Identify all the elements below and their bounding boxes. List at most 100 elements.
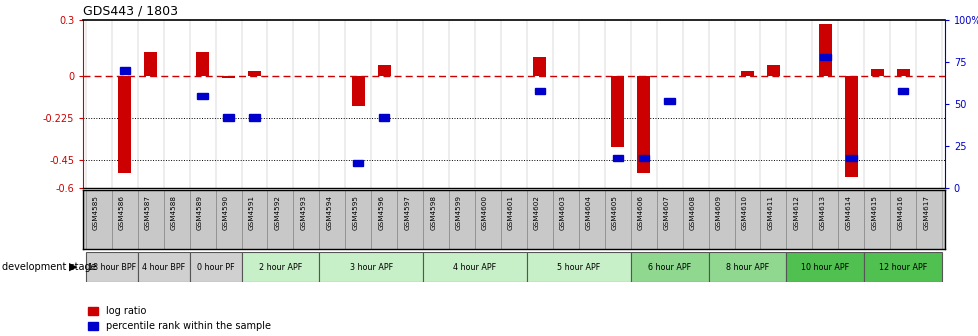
Text: GSM4590: GSM4590 — [222, 195, 228, 229]
Bar — [734, 190, 760, 249]
Bar — [896, 69, 909, 76]
Bar — [86, 252, 138, 282]
Bar — [474, 190, 501, 249]
Bar — [249, 115, 259, 121]
Text: GSM4595: GSM4595 — [352, 195, 358, 229]
Bar — [818, 24, 831, 76]
Text: 4 hour APF: 4 hour APF — [453, 263, 496, 271]
Text: GSM4613: GSM4613 — [819, 195, 824, 229]
Bar — [242, 252, 319, 282]
Text: GSM4604: GSM4604 — [585, 195, 592, 229]
Bar — [630, 252, 708, 282]
Bar — [190, 190, 215, 249]
Bar — [637, 76, 649, 173]
Text: GDS443 / 1803: GDS443 / 1803 — [83, 5, 178, 17]
Bar — [915, 190, 941, 249]
Text: GSM4588: GSM4588 — [170, 195, 176, 229]
Bar — [612, 155, 622, 161]
Text: GSM4587: GSM4587 — [145, 195, 151, 229]
Bar — [138, 190, 163, 249]
Text: 0 hour PF: 0 hour PF — [197, 263, 234, 271]
Text: GSM4586: GSM4586 — [118, 195, 124, 229]
Text: GSM4611: GSM4611 — [767, 195, 773, 229]
Text: GSM4585: GSM4585 — [93, 195, 99, 229]
Bar — [351, 76, 365, 106]
Bar — [604, 190, 630, 249]
Text: GSM4609: GSM4609 — [715, 195, 721, 229]
Bar — [578, 190, 604, 249]
Bar — [844, 76, 857, 177]
Bar — [845, 155, 856, 161]
Bar — [820, 54, 829, 60]
Text: GSM4608: GSM4608 — [689, 195, 695, 229]
Bar — [534, 88, 545, 94]
Bar — [222, 76, 235, 78]
Bar — [371, 190, 397, 249]
Bar — [533, 57, 546, 76]
Text: GSM4598: GSM4598 — [429, 195, 435, 229]
Text: GSM4612: GSM4612 — [792, 195, 799, 229]
Text: 3 hour APF: 3 hour APF — [349, 263, 392, 271]
Bar — [215, 190, 242, 249]
Bar — [397, 190, 422, 249]
Bar — [553, 190, 578, 249]
Text: 2 hour APF: 2 hour APF — [258, 263, 302, 271]
Text: GSM4600: GSM4600 — [481, 195, 487, 229]
Bar — [708, 252, 785, 282]
Bar — [378, 115, 389, 121]
Text: GSM4615: GSM4615 — [870, 195, 876, 229]
Bar — [889, 190, 915, 249]
Bar — [138, 252, 190, 282]
Bar — [630, 190, 656, 249]
Bar — [111, 190, 138, 249]
Text: GSM4617: GSM4617 — [922, 195, 928, 229]
Bar — [422, 190, 449, 249]
Text: GSM4596: GSM4596 — [378, 195, 383, 229]
Text: GSM4602: GSM4602 — [533, 195, 540, 229]
Bar — [760, 190, 785, 249]
Bar — [766, 65, 779, 76]
Bar — [864, 190, 889, 249]
Text: GSM4597: GSM4597 — [404, 195, 410, 229]
Bar — [378, 65, 390, 76]
Text: 12 hour APF: 12 hour APF — [878, 263, 926, 271]
Bar — [223, 115, 234, 121]
Text: 18 hour BPF: 18 hour BPF — [88, 263, 136, 271]
Text: GSM4594: GSM4594 — [326, 195, 332, 229]
Bar — [501, 190, 526, 249]
Bar — [526, 190, 553, 249]
Bar — [664, 98, 674, 104]
Bar — [785, 252, 864, 282]
Text: GSM4592: GSM4592 — [274, 195, 280, 229]
Text: 10 hour APF: 10 hour APF — [800, 263, 849, 271]
Text: GSM4614: GSM4614 — [844, 195, 851, 229]
Text: GSM4601: GSM4601 — [508, 195, 513, 229]
Text: 8 hour APF: 8 hour APF — [726, 263, 769, 271]
Bar — [526, 252, 630, 282]
Text: GSM4589: GSM4589 — [197, 195, 202, 229]
Bar — [682, 190, 708, 249]
Bar — [610, 76, 624, 147]
Bar — [785, 190, 812, 249]
Bar — [118, 76, 131, 173]
Bar — [319, 252, 422, 282]
Bar — [864, 252, 941, 282]
Bar — [242, 190, 267, 249]
Bar — [708, 190, 734, 249]
Text: ▶: ▶ — [69, 262, 77, 272]
Bar — [449, 190, 474, 249]
Bar — [638, 155, 648, 161]
Bar — [119, 68, 130, 74]
Text: GSM4605: GSM4605 — [611, 195, 617, 229]
Bar — [163, 190, 190, 249]
Bar — [837, 190, 864, 249]
Text: GSM4606: GSM4606 — [637, 195, 644, 229]
Bar — [196, 52, 209, 76]
Bar — [869, 69, 883, 76]
Bar — [267, 190, 293, 249]
Bar — [345, 190, 371, 249]
Bar — [190, 252, 242, 282]
Bar — [897, 88, 908, 94]
Bar — [293, 190, 319, 249]
Bar — [247, 71, 261, 76]
